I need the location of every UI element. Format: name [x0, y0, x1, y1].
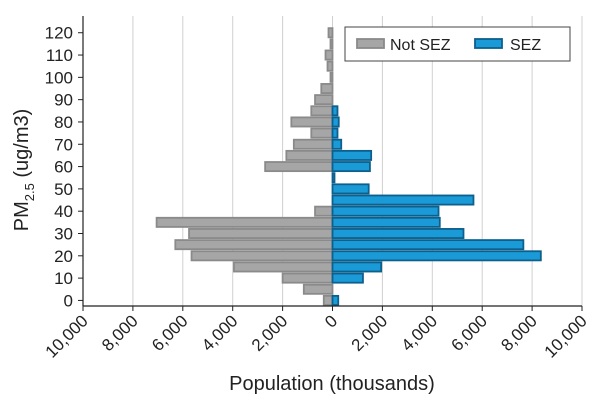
legend-swatch-sez: [474, 38, 503, 49]
bar-not-sez-105: [326, 60, 334, 72]
y-axis-title-rest: (ug/m3): [11, 109, 33, 183]
bar-sez-25: [331, 239, 525, 251]
y-tick-label-3: 30: [54, 225, 73, 244]
bar-sez-75: [331, 127, 339, 139]
bar-sez-60: [331, 161, 371, 173]
x-tick-label-8: 6,000: [448, 311, 492, 355]
bar-sez-40: [331, 205, 440, 217]
bar-not-sez-80: [290, 116, 334, 128]
bar-not-sez-70: [292, 138, 334, 150]
bar-sez-30: [331, 228, 465, 239]
bar-not-sez-120: [327, 27, 334, 39]
bar-not-sez-25: [174, 239, 334, 251]
y-tick-label-0: 0: [64, 291, 73, 310]
y-tick-label-12: 120: [45, 24, 73, 43]
x-tick-label-7: 4,000: [398, 311, 442, 355]
y-tick-label-7: 70: [54, 135, 73, 154]
bar-not-sez-85: [310, 105, 334, 117]
x-tick-label-9: 8,000: [497, 311, 541, 355]
y-tick-label-6: 60: [54, 158, 73, 177]
bars-group: [155, 27, 542, 306]
y-tick-label-11: 110: [46, 46, 73, 65]
y-tick-label-5: 50: [54, 180, 73, 199]
y-tick-label-10: 100: [45, 68, 73, 87]
y-tick-label-1: 10: [54, 269, 73, 288]
x-tick-label-1: 8,000: [98, 311, 142, 355]
bar-not-sez-35: [155, 216, 334, 228]
bar-sez-65: [331, 149, 373, 161]
x-tick-label-10: 10,000: [541, 311, 591, 361]
bar-not-sez-5: [302, 283, 334, 295]
bar-sez-55: [331, 172, 336, 184]
legend-label-not-sez: Not SEZ: [390, 37, 451, 54]
x-tick-label-4: 2,000: [248, 311, 292, 355]
x-tick-label-0: 10,000: [42, 311, 92, 361]
bar-sez-85: [331, 105, 339, 117]
bar-sez-50: [331, 183, 370, 195]
bar-not-sez-75: [310, 127, 334, 139]
y-tick-label-2: 20: [54, 247, 73, 266]
bar-not-sez-20: [190, 250, 334, 262]
bar-sez-35: [331, 216, 441, 228]
bar-not-sez-95: [320, 83, 334, 94]
y-tick-label-4: 40: [54, 202, 73, 221]
bar-sez-20: [331, 250, 542, 262]
x-tick-label-2: 6,000: [148, 311, 192, 355]
y-axis-title: PM2.5 (ug/m3): [11, 109, 37, 232]
x-tick-label-3: 4,000: [198, 311, 242, 355]
bar-not-sez-100: [329, 71, 334, 83]
y-axis-title-main: PM: [11, 201, 33, 231]
y-tick-labels: 0 10 20 30 40 50 60 70 80 90 100 110 120: [45, 24, 83, 310]
bar-not-sez-15: [233, 261, 334, 273]
legend-label-sez: SEZ: [510, 37, 541, 54]
bar-sez-70: [331, 138, 343, 150]
bar-sez-80: [331, 116, 340, 128]
bar-not-sez-40: [314, 205, 334, 217]
bar-not-sez-30: [188, 228, 334, 239]
legend: Not SEZ SEZ: [344, 26, 571, 62]
bar-not-sez-60: [264, 161, 334, 173]
y-axis-title-subscript: 2.5: [22, 183, 37, 201]
y-tick-label-9: 90: [54, 91, 73, 110]
bar-sez-0: [331, 294, 340, 306]
bar-not-sez-10: [281, 272, 334, 284]
bar-sez-45: [331, 194, 475, 206]
x-tick-label-5: 0: [321, 311, 341, 331]
bar-not-sez-115: [329, 38, 334, 50]
y-tick-label-8: 80: [54, 113, 73, 132]
x-tick-label-6: 2,000: [348, 311, 392, 355]
bar-not-sez-110: [324, 49, 334, 61]
bar-sez-10: [331, 272, 364, 284]
x-tick-labels: 10,000 8,000 6,000 4,000 2,000 0 2,000 4,000 6,0…: [42, 306, 591, 362]
bar-not-sez-65: [285, 149, 334, 161]
x-axis-title: Population (thousands): [229, 373, 435, 395]
bar-sez-15: [331, 261, 383, 273]
legend-swatch-not-sez: [356, 38, 385, 49]
bar-not-sez-0: [322, 294, 334, 306]
bar-not-sez-90: [314, 94, 334, 106]
grid-lines: [132, 16, 583, 306]
